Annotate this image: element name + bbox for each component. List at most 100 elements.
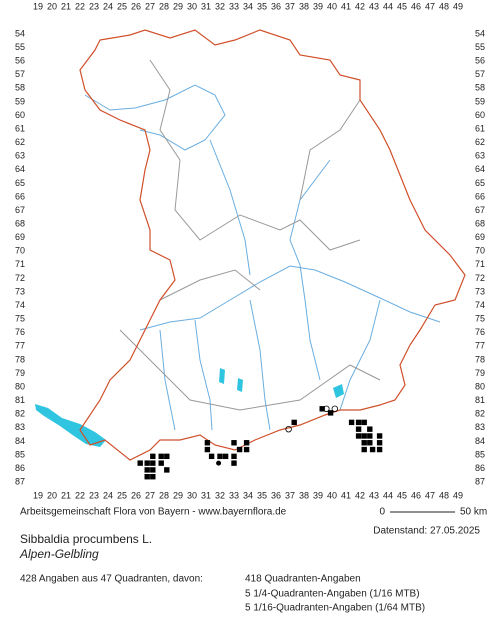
row-label: 62 <box>15 137 25 147</box>
column-label: 20 <box>47 1 57 11</box>
column-label: 28 <box>159 490 169 500</box>
row-label: 73 <box>15 286 25 296</box>
row-label: 66 <box>475 191 485 201</box>
row-label: 79 <box>475 368 485 378</box>
record-circle <box>323 405 330 413</box>
row-label: 83 <box>475 422 485 432</box>
row-label: 86 <box>15 463 25 473</box>
column-label: 40 <box>327 490 337 500</box>
row-label: 66 <box>15 191 25 201</box>
column-label: 23 <box>89 490 99 500</box>
record-square <box>355 426 362 432</box>
row-label: 68 <box>15 218 25 228</box>
lake <box>35 404 106 447</box>
record-square <box>361 440 367 446</box>
row-label: 59 <box>15 96 25 106</box>
row-label: 55 <box>15 42 25 52</box>
row-label: 58 <box>15 83 25 93</box>
record-square <box>217 453 223 460</box>
row-label: 83 <box>15 422 25 432</box>
record-square <box>158 453 164 460</box>
row-label: 74 <box>15 300 25 310</box>
row-label: 82 <box>475 409 485 419</box>
column-label: 45 <box>397 1 407 11</box>
column-label: 25 <box>117 490 127 500</box>
record-square <box>361 433 367 439</box>
record-square <box>208 453 215 460</box>
record-square <box>355 433 362 439</box>
row-label: 60 <box>475 110 485 120</box>
column-label: 37 <box>285 1 295 11</box>
column-label: 34 <box>243 490 253 500</box>
column-label: 49 <box>453 1 463 11</box>
column-label: 24 <box>103 490 113 500</box>
rivers <box>84 84 441 431</box>
column-label: 29 <box>173 1 183 11</box>
lake <box>237 378 243 392</box>
detail: 5 1/16-Quadranten-Angaben (1/64 MTB) <box>245 603 425 614</box>
row-label: 63 <box>475 151 485 161</box>
row-label: 69 <box>475 232 485 242</box>
column-label: 28 <box>159 1 169 11</box>
column-label: 38 <box>299 490 309 500</box>
column-label: 44 <box>383 1 393 11</box>
column-label: 40 <box>327 1 337 11</box>
row-label: 67 <box>475 205 485 215</box>
row-label: 64 <box>475 164 485 174</box>
row-label: 81 <box>15 395 25 405</box>
record-square <box>291 419 297 426</box>
record-dot <box>216 460 222 466</box>
record-square <box>158 460 164 466</box>
row-label: 81 <box>475 395 485 405</box>
row-label: 56 <box>475 56 485 66</box>
row-label: 65 <box>475 178 485 188</box>
row-label: 87 <box>15 477 25 487</box>
record-square <box>348 419 355 426</box>
record-square <box>150 453 156 460</box>
record-square <box>367 433 373 439</box>
row-label: 67 <box>15 205 25 215</box>
row-label: 73 <box>475 286 485 296</box>
column-label: 49 <box>453 490 463 500</box>
record-square <box>150 474 156 480</box>
row-label: 65 <box>15 178 25 188</box>
column-label: 26 <box>131 490 141 500</box>
row-label: 74 <box>475 300 485 310</box>
row-label: 85 <box>475 449 485 459</box>
record-square <box>367 440 373 446</box>
record-square <box>204 446 211 453</box>
record-square <box>369 446 376 453</box>
column-label: 32 <box>215 490 225 500</box>
record-square <box>150 467 156 473</box>
column-label: 23 <box>89 1 99 11</box>
column-label: 31 <box>201 490 211 500</box>
record-circle <box>331 405 338 413</box>
row-label: 71 <box>475 259 485 269</box>
column-label: 20 <box>47 490 57 500</box>
row-label: 57 <box>15 69 25 79</box>
column-label: 38 <box>299 1 309 11</box>
row-label: 71 <box>15 259 25 269</box>
record-circle <box>285 425 292 433</box>
row-label: 70 <box>475 246 485 256</box>
record-square <box>376 440 383 446</box>
row-label: 70 <box>15 246 25 256</box>
column-label: 39 <box>313 1 323 11</box>
detail: 5 1/4-Quadranten-Angaben (1/16 MTB) <box>245 589 420 600</box>
column-label: 19 <box>33 1 43 11</box>
species: Sibbaldia procumbens L. <box>20 532 152 546</box>
row-label: 85 <box>15 449 25 459</box>
column-label: 25 <box>117 1 127 11</box>
column-label: 21 <box>61 490 71 500</box>
record-square <box>144 467 150 473</box>
column-label: 36 <box>271 1 281 11</box>
record-square <box>231 460 237 466</box>
record-square <box>327 410 334 416</box>
footer: Arbeitsgemeinschaft Flora von Bayern - w… <box>19 507 487 614</box>
row-label: 76 <box>475 327 485 337</box>
row-label: 72 <box>475 273 485 283</box>
column-label: 19 <box>33 490 43 500</box>
column-label: 47 <box>425 490 435 500</box>
column-label: 30 <box>187 490 197 500</box>
row-label: 64 <box>15 164 25 174</box>
